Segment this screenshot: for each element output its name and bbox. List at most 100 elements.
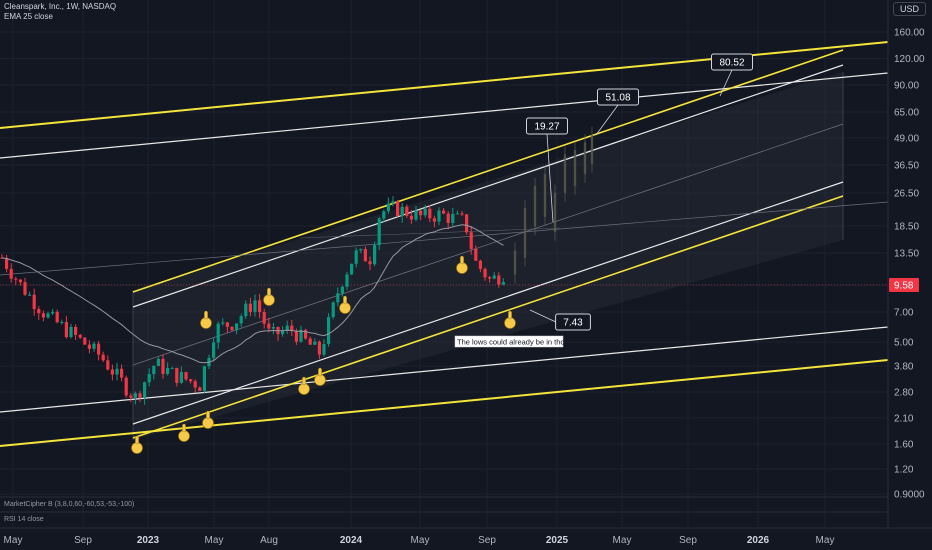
candle-body — [9, 268, 13, 279]
candle-body — [216, 323, 220, 343]
current-price-tag — [889, 278, 919, 292]
candle-body — [350, 263, 354, 275]
hand-finger — [135, 435, 139, 445]
callout-leader — [595, 104, 619, 136]
candle-body — [92, 343, 96, 349]
channel-lower-white — [132, 181, 844, 425]
candle-body — [386, 203, 390, 212]
candle-body — [253, 300, 257, 312]
projected-body — [533, 186, 537, 227]
candle-body — [322, 344, 326, 355]
candle-body — [304, 329, 308, 339]
candle-body — [469, 232, 473, 249]
time-label-month: Sep — [74, 535, 92, 546]
indicator-legend[interactable]: MarketCipher B (3,8,0,60,-60,53,-53,-100… — [4, 501, 135, 508]
outer-lower-yellow — [0, 359, 889, 447]
time-label-month: May — [205, 535, 224, 546]
candle-body — [225, 322, 229, 327]
time-label-month: Aug — [260, 535, 278, 546]
callouts[interactable]: 80.52 51.08 19.27 7.43 The lows could alread… — [454, 53, 753, 348]
ema-path — [1, 224, 504, 364]
projected-body — [563, 154, 567, 193]
hand-markers — [131, 255, 516, 454]
projected-body — [583, 142, 587, 175]
price-tick-label: 26.50 — [894, 189, 919, 200]
time-label-month: May — [816, 535, 835, 546]
time-label-year: 2023 — [137, 535, 160, 546]
hand-finger — [204, 310, 208, 320]
hand-finger — [343, 295, 347, 305]
price-tick-label: 120.00 — [894, 54, 925, 65]
price-tick-label: 5.00 — [894, 338, 914, 349]
candle-body — [198, 387, 202, 391]
candle-body — [281, 330, 285, 335]
time-label-month: May — [4, 535, 23, 546]
candle-body — [428, 208, 432, 219]
candle-body — [258, 300, 262, 312]
candle-body — [18, 279, 22, 283]
candle-body — [460, 213, 464, 215]
candle-body — [37, 309, 41, 314]
candle-body — [60, 321, 64, 323]
rsi-legend[interactable]: RSI 14 close — [4, 516, 44, 523]
price-tick-label: 1.60 — [894, 440, 914, 451]
candle-body — [478, 260, 482, 269]
candle-body — [202, 366, 206, 391]
price-tick-label: 160.00 — [894, 28, 925, 39]
outer-upper-white — [0, 72, 889, 159]
candle-body — [78, 334, 82, 338]
time-axis[interactable]: May Sep 2023 May Aug 2024 May Sep 2025 May Sep 2026… — [0, 527, 932, 546]
candles[interactable] — [0, 126, 594, 405]
candle-body — [446, 213, 450, 223]
ema-line — [1, 224, 504, 364]
candle-body — [432, 218, 436, 222]
candle-body — [363, 249, 367, 262]
channel-lines[interactable] — [0, 41, 889, 447]
candle-body — [409, 215, 413, 220]
hand-icon — [314, 367, 326, 386]
currency-button[interactable]: USD — [892, 2, 926, 16]
price-axis[interactable]: 160.00 120.00 90.00 65.00 49.00 36.50 26.50 18.… — [887, 0, 925, 528]
candle-body — [143, 382, 147, 398]
projected-body — [523, 207, 527, 258]
candle-body — [271, 327, 275, 329]
candle-body — [156, 358, 160, 366]
price-tick-label: 65.00 — [894, 108, 919, 119]
time-label-year: 2024 — [340, 535, 363, 546]
candle-body — [336, 293, 340, 303]
symbol-line[interactable]: Cleanspark, Inc., 1W, NASDAQ — [4, 2, 117, 11]
price-tick-label: 49.00 — [894, 134, 919, 145]
candle-body — [345, 274, 349, 287]
channel-upper-yellow — [132, 49, 844, 293]
outer-lower-white — [0, 326, 889, 413]
ema-legend[interactable]: EMA 25 close — [4, 12, 53, 21]
candle-body — [175, 367, 179, 383]
callout-label: 7.43 — [563, 318, 583, 329]
hand-finger — [318, 367, 322, 377]
hand-icon — [178, 423, 190, 442]
hand-icon — [298, 376, 310, 395]
current-price-label: 9.58 — [894, 281, 914, 292]
candle-body — [382, 211, 386, 219]
candle-body — [97, 343, 101, 355]
callout-label: 51.08 — [605, 93, 630, 104]
candle-body — [138, 393, 142, 398]
candle-body — [184, 372, 188, 380]
time-label-month: May — [411, 535, 430, 546]
chart-legend: Cleanspark, Inc., 1W, NASDAQ EMA 25 clos… — [4, 2, 116, 22]
candle-body — [299, 329, 303, 342]
candle-body — [115, 368, 119, 375]
candle-body — [492, 275, 496, 279]
candle-body — [5, 257, 9, 269]
candle-body — [488, 277, 492, 279]
candle-body — [414, 210, 418, 220]
candle-body — [327, 317, 331, 345]
candle-body — [373, 245, 377, 265]
callout-label: 19.27 — [534, 122, 559, 133]
candle-body — [129, 395, 133, 398]
projected-body — [573, 150, 577, 187]
candle-body — [64, 321, 68, 338]
candle-body — [110, 369, 114, 375]
callout-leader — [719, 69, 733, 97]
